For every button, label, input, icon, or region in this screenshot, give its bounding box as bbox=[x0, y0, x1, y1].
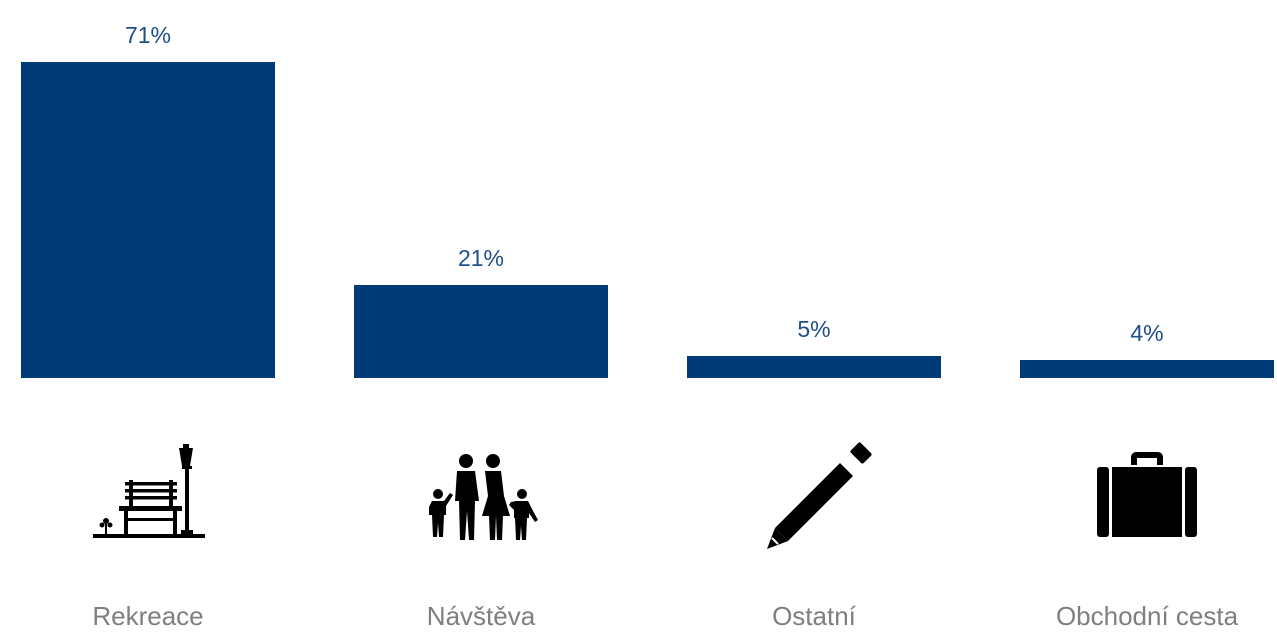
briefcase-icon bbox=[1020, 442, 1274, 552]
category-label-rekreace: Rekreace bbox=[92, 601, 204, 631]
bar-obchodni-cesta bbox=[1020, 360, 1274, 378]
family-icon bbox=[354, 442, 608, 552]
pencil-icon bbox=[687, 442, 941, 552]
value-label-ostatni: 5% bbox=[797, 315, 831, 342]
category-label-obchodni-cesta: Obchodní cesta bbox=[1055, 601, 1239, 631]
value-label-navsteva: 21% bbox=[457, 244, 505, 271]
value-label-obchodni-cesta: 4% bbox=[1130, 320, 1164, 347]
bar-rekreace bbox=[21, 62, 275, 378]
bar-ostatni bbox=[687, 355, 941, 378]
bar-navsteva bbox=[354, 284, 608, 378]
value-label-rekreace: 71% bbox=[124, 22, 172, 48]
category-label-navsteva: Návštěva bbox=[426, 601, 536, 631]
park-bench-lamp-icon bbox=[21, 442, 275, 552]
category-label-ostatni: Ostatní bbox=[772, 601, 856, 631]
